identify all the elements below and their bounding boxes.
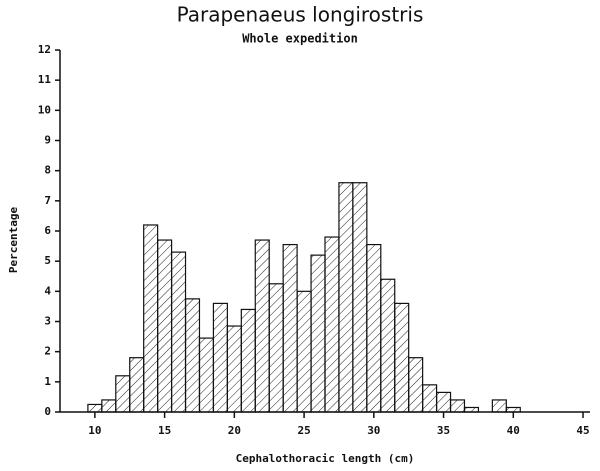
y-tick-label: 8 (44, 164, 51, 177)
y-tick-label: 0 (44, 405, 51, 418)
bar (157, 239, 173, 413)
bar (240, 308, 256, 413)
bar (422, 384, 438, 413)
chart-title: Parapenaeus longirostris (177, 3, 424, 27)
bar (184, 298, 201, 413)
bar (338, 182, 354, 413)
x-tick-label: 45 (576, 424, 589, 437)
x-tick-label: 30 (367, 424, 380, 437)
bar (170, 251, 187, 413)
bar (226, 325, 242, 413)
bar (366, 243, 382, 413)
bar (310, 254, 326, 413)
y-tick-label: 4 (44, 284, 51, 297)
y-tick-label: 11 (38, 73, 52, 86)
bar (254, 239, 270, 413)
y-tick-label: 5 (44, 254, 51, 267)
bar (491, 399, 507, 413)
bar (87, 403, 103, 413)
y-tick-label: 2 (44, 345, 51, 358)
x-tick-label: 15 (158, 424, 171, 437)
bar (408, 357, 424, 413)
bar (435, 391, 452, 413)
y-tick-label: 6 (44, 224, 51, 237)
x-axis-label: Cephalothoracic length (cm) (236, 452, 415, 465)
y-tick-label: 10 (38, 103, 51, 116)
bar (101, 399, 117, 413)
bar (129, 357, 145, 413)
bar (352, 182, 368, 413)
x-tick-label: 10 (88, 424, 101, 437)
bar (268, 283, 284, 413)
y-tick-label: 1 (44, 375, 51, 388)
bar (449, 399, 466, 413)
bar (296, 290, 312, 413)
bar (115, 375, 131, 413)
y-tick-label: 12 (38, 43, 51, 56)
y-tick-label: 9 (44, 134, 51, 147)
y-axis-label: Percentage (7, 207, 20, 274)
bar (324, 236, 340, 413)
bar (380, 278, 396, 413)
bar (282, 243, 298, 413)
bar (198, 337, 215, 413)
chart-subtitle: Whole expedition (242, 32, 358, 46)
x-tick-label: 25 (297, 424, 310, 437)
bar (212, 302, 228, 413)
y-tick-label: 7 (44, 194, 51, 207)
bar (394, 302, 410, 413)
bar (143, 224, 159, 413)
x-tick-label: 40 (507, 424, 520, 437)
y-tick-label: 3 (44, 315, 51, 328)
x-tick-label: 35 (437, 424, 450, 437)
x-tick-label: 20 (228, 424, 241, 437)
